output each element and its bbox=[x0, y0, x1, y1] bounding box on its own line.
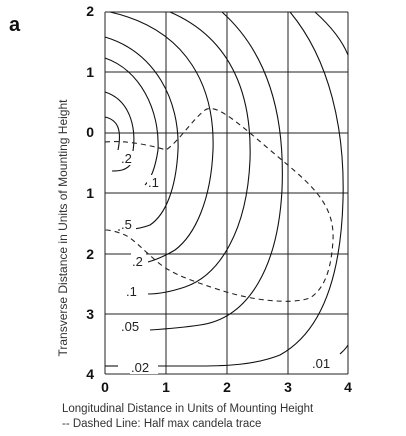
x-tick-label: 4 bbox=[344, 379, 352, 395]
contour-line bbox=[104, 36, 179, 231]
contour-line bbox=[104, 116, 121, 151]
y-tick-label: 1 bbox=[86, 185, 94, 201]
x-tick-label: 0 bbox=[101, 379, 109, 395]
x-tick-label: 3 bbox=[284, 379, 292, 395]
contour-line bbox=[314, 11, 349, 56]
half-max-candela-trace bbox=[104, 108, 334, 302]
panel-letter: a bbox=[9, 14, 21, 36]
y-axis-title: Transverse Distance in Units of Mounting… bbox=[56, 99, 70, 357]
contour-line bbox=[147, 11, 251, 295]
x-axis-title: Longitudinal Distance in Units of Mounti… bbox=[62, 403, 314, 415]
contour-label: .01 bbox=[312, 356, 330, 371]
y-tick-label: 1 bbox=[86, 64, 94, 80]
y-tick-label: 4 bbox=[86, 366, 94, 382]
contour-line bbox=[149, 11, 283, 331]
y-tick-label: 3 bbox=[86, 306, 94, 322]
contour-label: .02 bbox=[131, 360, 149, 375]
contour-label: .2 bbox=[132, 254, 143, 269]
y-tick-label: 2 bbox=[86, 246, 94, 262]
grid bbox=[104, 11, 349, 375]
contour-label: .05 bbox=[121, 319, 139, 334]
dashed-line-note: -- Dashed Line: Half max candela trace bbox=[62, 418, 262, 430]
contour-label: .2 bbox=[121, 151, 132, 166]
contour-label: .1 bbox=[148, 175, 159, 190]
contour-line bbox=[109, 11, 214, 263]
contour-line bbox=[339, 344, 349, 355]
contour-label: .5 bbox=[121, 217, 132, 232]
contour-line bbox=[155, 11, 344, 367]
x-tick-label: 2 bbox=[223, 379, 231, 395]
y-tick-label: 0 bbox=[86, 124, 94, 140]
y-tick-label: 2 bbox=[86, 3, 94, 19]
x-tick-label: 1 bbox=[162, 379, 170, 395]
contour-label: .1 bbox=[126, 284, 137, 299]
